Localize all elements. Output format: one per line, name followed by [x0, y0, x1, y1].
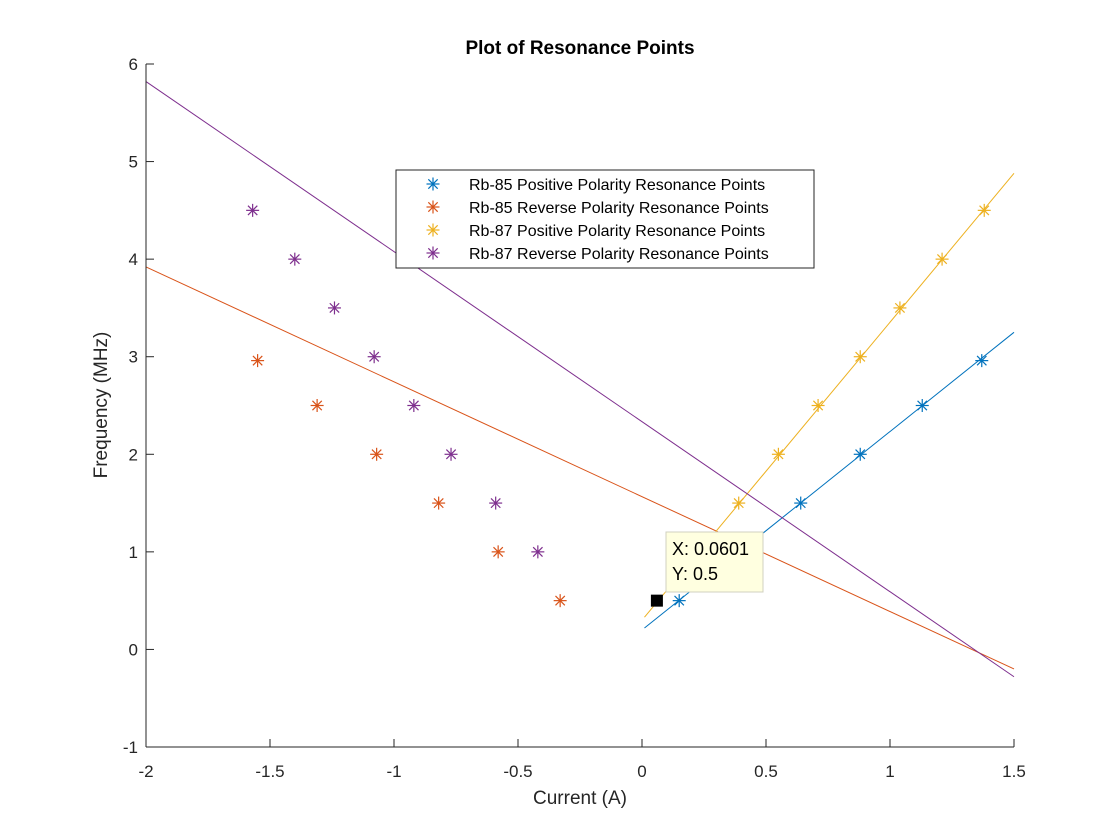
legend-box: [395, 169, 815, 269]
x-tick-label: -0.5: [503, 762, 532, 781]
y-axis-title: Frequency (MHz): [91, 332, 112, 479]
data-point-series-4-5: [367, 350, 381, 364]
data-point-series-3-7: [977, 203, 991, 217]
axes-background: [146, 64, 1014, 747]
x-tick-label: 0.5: [754, 762, 778, 781]
legend: Rb-85 Positive Polarity Resonance Points…: [395, 169, 815, 269]
legend-items: Rb-85 Positive Polarity Resonance Points…: [426, 177, 769, 263]
chart-title: Plot of Resonance Points: [465, 38, 694, 59]
data-point-series-3-1: [732, 496, 746, 510]
legend-marker-series-4: [426, 246, 440, 260]
data-point-series-2-1: [553, 594, 567, 608]
y-tick-label: 4: [129, 250, 138, 269]
legend-label-series-4: Rb-87 Reverse Polarity Resonance Points: [469, 246, 769, 263]
x-tick-label: 1.5: [1002, 762, 1026, 781]
data-point-series-3-6: [935, 252, 949, 266]
datatip[interactable]: X: 0.0601 Y: 0.5: [650, 531, 764, 607]
x-axis-title: Current (A): [533, 788, 627, 809]
x-tick-label: 1: [885, 762, 894, 781]
y-tick-label: 6: [129, 55, 138, 74]
y-tick-label: 0: [129, 640, 138, 659]
data-point-series-4-1: [531, 545, 545, 559]
x-tick-label: -1.5: [255, 762, 284, 781]
datatip-y-label: Y: 0.5: [672, 564, 718, 584]
data-point-series-1-3: [853, 447, 867, 461]
data-point-series-1-2: [794, 496, 808, 510]
data-point-series-1-1: [672, 594, 686, 608]
data-point-series-2-5: [310, 399, 324, 412]
y-tick-label: -1: [123, 738, 138, 757]
y-tick-label: 5: [129, 153, 138, 172]
legend-marker-series-3: [426, 223, 440, 237]
fit-line-series-4: [145, 81, 1015, 678]
x-tick-label: -2: [138, 762, 153, 781]
data-markers: [246, 203, 991, 608]
data-point-series-3-3: [811, 399, 825, 412]
x-tick-label: -1: [386, 762, 401, 781]
data-point-series-4-4: [407, 399, 421, 412]
x-tick-label: 0: [637, 762, 646, 781]
data-point-series-2-2: [491, 545, 505, 559]
legend-label-series-3: Rb-87 Positive Polarity Resonance Points: [469, 223, 765, 240]
legend-marker-series-2: [426, 200, 440, 214]
y-tick-label: 2: [129, 445, 138, 464]
data-point-series-2-6: [251, 354, 265, 368]
fit-line-series-2: [145, 266, 1015, 670]
data-point-series-1-4: [915, 399, 929, 412]
data-point-series-4-7: [288, 252, 302, 266]
legend-marker-series-1: [426, 177, 440, 191]
data-point-series-2-3: [432, 496, 446, 510]
data-point-series-1-5: [975, 354, 989, 368]
legend-label-series-1: Rb-85 Positive Polarity Resonance Points: [469, 177, 765, 194]
data-point-series-2-4: [370, 447, 384, 461]
plot-area: -2 -1.5 -1 -0.5 0 0.5 1 1.5 -1 0 1 2 3 4 5 6: [123, 55, 1026, 781]
datatip-box: [665, 531, 764, 593]
y-axis-ticks: -1 0 1 2 3 4 5 6: [123, 55, 154, 757]
data-point-series-4-2: [489, 496, 503, 510]
y-tick-label: 1: [129, 543, 138, 562]
datatip-marker[interactable]: [650, 594, 663, 607]
data-point-series-4-8: [246, 203, 260, 217]
data-point-series-4-3: [444, 447, 458, 461]
x-axis-ticks: -2 -1.5 -1 -0.5 0 0.5 1 1.5: [138, 739, 1026, 781]
datatip-x-label: X: 0.0601: [672, 539, 749, 559]
data-point-series-3-2: [771, 447, 785, 461]
legend-label-series-2: Rb-85 Reverse Polarity Resonance Points: [469, 200, 769, 217]
data-point-series-4-6: [327, 301, 341, 315]
y-tick-label: 3: [129, 348, 138, 367]
data-point-series-3-4: [853, 350, 867, 364]
data-point-series-3-5: [893, 301, 907, 315]
